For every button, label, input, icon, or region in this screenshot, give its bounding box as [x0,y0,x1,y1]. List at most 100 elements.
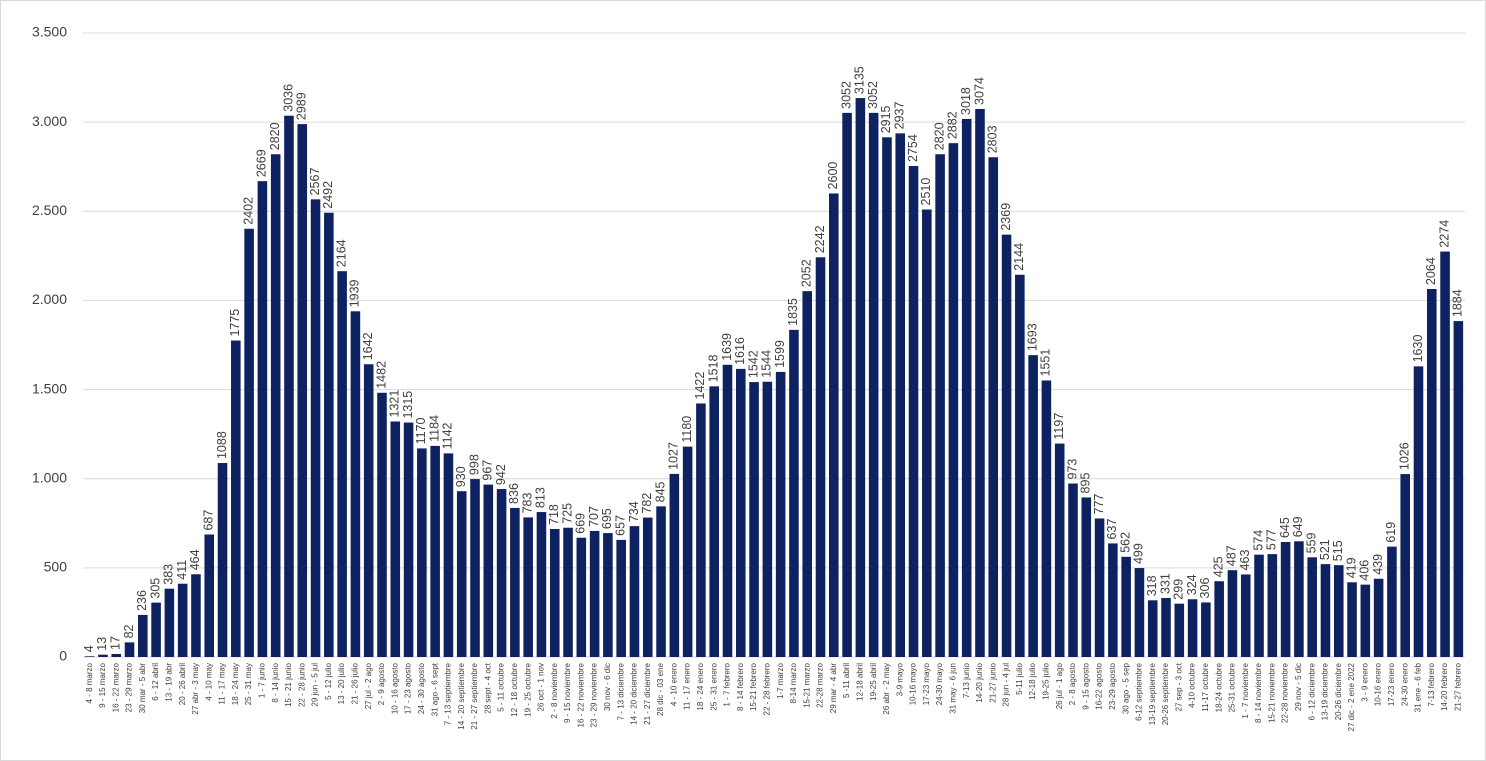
x-tick-label: 21-27 junio [988,662,997,702]
bar [749,382,759,657]
bar [669,473,680,657]
bar [1254,554,1264,657]
value-label: 2242 [813,225,827,253]
bar [802,291,813,657]
x-tick-label: 9 - 15 marzo [98,662,107,707]
x-tick-label: 12 - 18 octubre [510,662,519,716]
bar [735,368,746,657]
value-label: 2669 [255,149,269,177]
value-label: 521 [1318,539,1332,560]
bar [1174,603,1185,657]
value-label: 2567 [308,167,322,195]
x-tick-label: 12-18 abril [855,663,864,701]
bar [124,642,135,657]
x-tick-label: 28 jun - 4 jul [1002,663,1011,707]
value-label: 299 [1172,579,1186,600]
x-tick-label: 1 - 7 febrero [723,662,732,706]
value-label: 4 [82,645,96,652]
value-label: 13 [95,637,109,651]
x-tick-label: 7-13 febrero [1427,662,1436,706]
value-label: 1170 [414,417,428,444]
x-tick-label: 15-21 noviembre [1267,662,1276,723]
y-tick-label: 2.000 [32,291,67,307]
x-tick-label: 19 - 25 octubre [523,662,532,716]
x-tick-label: 26 jul - 1 ago [1055,662,1064,709]
value-label: 2492 [321,181,335,209]
x-tick-label: 14-20 junio [975,662,984,702]
x-tick-label: 19-25 abril [869,663,878,701]
value-label: 942 [494,464,508,485]
bar [1267,554,1278,657]
value-label: 331 [1158,573,1172,594]
value-label: 783 [520,492,534,513]
bar [1440,251,1450,657]
x-tick-label: 17-23 enero [1387,662,1396,706]
value-label: 2144 [1012,243,1026,271]
value-label: 725 [560,503,574,524]
x-tick-label: 26 oct - 1 nov [537,663,546,711]
x-tick-label: 8 - 14 junio [271,662,280,702]
bar [1426,289,1437,657]
x-tick-label: 23-29 agosto [1108,662,1117,709]
value-label: 2820 [932,122,946,150]
y-tick-label: 1.000 [32,469,67,485]
value-label: 649 [1291,516,1305,537]
bar [1227,570,1238,657]
bar [443,453,454,657]
bar [257,181,268,657]
bar [1307,557,1317,657]
bar [855,98,866,658]
bar [762,381,773,657]
value-label: 383 [162,564,176,585]
bar [350,311,361,657]
x-tick-label: 7 - 13 septiembre [444,662,453,725]
bar [895,133,906,657]
bar [642,517,653,657]
value-label: 3135 [853,66,867,94]
value-label: 2754 [906,134,920,162]
bar [1081,497,1092,657]
x-tick-label: 4 - 10 enero [669,662,678,706]
x-tick-label: 5 -11 abril [842,663,851,698]
bar [496,489,507,657]
bar [417,448,427,657]
x-tick-label: 11 - 17 enero [683,662,692,710]
value-label: 2989 [295,92,309,120]
value-label: 695 [600,508,614,529]
value-label: 1551 [1039,349,1053,377]
value-label: 1026 [1397,442,1411,470]
bar [868,112,879,657]
x-tick-label: 25 - 31 enero [709,662,718,710]
value-label: 577 [1265,529,1279,550]
x-tick-label: 24-30 enero [1400,662,1409,706]
x-tick-label: 8-14 marzo [789,662,798,703]
value-label: 82 [122,624,136,638]
bar [191,574,201,657]
value-label: 515 [1331,540,1345,561]
x-tick-label: 10-16 mayo [909,662,918,705]
value-label: 2402 [241,197,255,225]
bar [829,193,839,657]
bar [629,526,640,657]
value-label: 1630 [1411,335,1425,363]
x-tick-label: 27 abr - 3 may [191,663,200,715]
bar [1280,542,1291,657]
x-tick-label: 18-24 octubre [1214,662,1223,712]
bar [363,364,374,657]
bar [390,421,401,657]
bar [1214,581,1224,657]
value-label: 1939 [348,279,362,307]
value-label: 324 [1185,574,1199,595]
value-label: 236 [135,590,149,611]
value-label: 1321 [388,390,402,418]
x-tick-label: 16 - 22 noviembre [576,662,585,727]
x-tick-label: 22-28 marzo [816,662,825,707]
bar [1240,574,1251,657]
bar [1333,565,1344,657]
x-tick-label: 21-27 febrero [1453,662,1462,711]
value-label: 406 [1358,560,1372,581]
bar [1094,518,1105,657]
value-label: 464 [188,549,202,570]
x-tick-label: 5 - 12 julio [324,662,333,699]
